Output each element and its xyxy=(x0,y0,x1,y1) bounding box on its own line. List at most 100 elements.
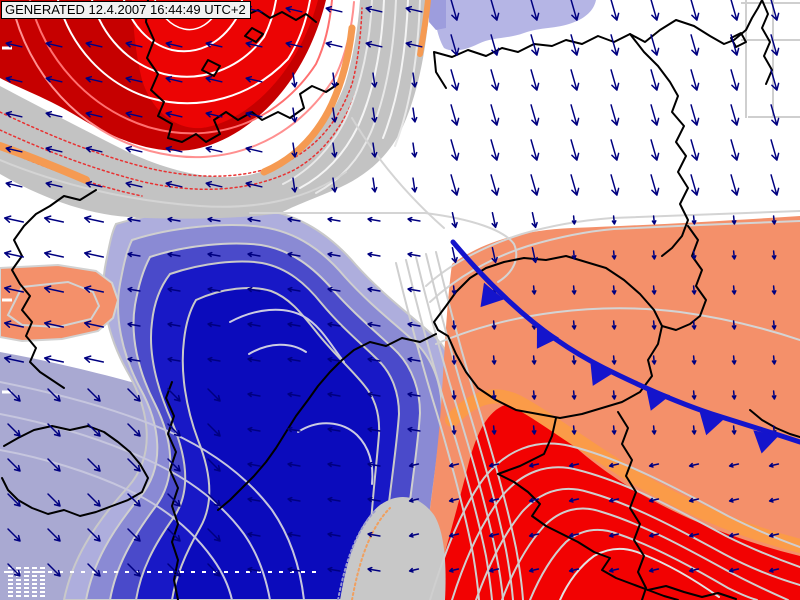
wind-arrow xyxy=(5,180,23,188)
wind-arrow xyxy=(730,34,740,56)
wind-arrow xyxy=(87,458,101,472)
wind-arrow xyxy=(488,497,500,503)
wind-arrow xyxy=(651,285,657,295)
wind-arrow xyxy=(85,110,103,118)
wind-arrow xyxy=(167,216,181,223)
wind-arrow xyxy=(408,567,420,573)
wind-arrow xyxy=(570,0,580,21)
wind-arrow xyxy=(127,458,141,472)
wind-arrow xyxy=(731,390,737,400)
wind-arrow xyxy=(207,563,221,577)
wind-arrow xyxy=(491,320,497,330)
wind-arrow xyxy=(571,390,577,400)
wind-arrow xyxy=(690,69,700,91)
wind-arrow xyxy=(610,0,620,21)
wind-arrow xyxy=(568,462,580,468)
cold-front-tooth xyxy=(645,386,671,411)
wind-arrow xyxy=(730,104,740,126)
wind-arrow xyxy=(690,0,700,21)
wind-arrow xyxy=(165,40,183,48)
wind-arrow xyxy=(7,388,21,402)
wind-arrow xyxy=(407,356,421,363)
wind-arrow xyxy=(611,250,617,260)
wind-arrow xyxy=(651,320,657,330)
wind-arrow xyxy=(650,174,660,196)
wind-arrow xyxy=(367,251,381,258)
wind-arrow xyxy=(408,532,420,538)
wind-arrow xyxy=(327,356,341,363)
wind-arrow xyxy=(5,110,23,118)
wind-arrow xyxy=(43,250,65,258)
wind-arrow xyxy=(47,458,61,472)
wind-arrow xyxy=(531,285,537,295)
wind-arrow xyxy=(728,532,740,538)
wind-arrow xyxy=(127,251,141,258)
wind-arrow xyxy=(331,107,338,123)
wind-arrow xyxy=(245,110,263,118)
wind-arrow xyxy=(571,355,577,365)
wind-arrow xyxy=(611,215,617,225)
wind-arrow xyxy=(207,423,221,437)
wind-arrow xyxy=(287,356,301,363)
wind-arrow xyxy=(291,107,298,123)
wind-arrow xyxy=(287,426,301,433)
wind-arrow xyxy=(688,497,700,503)
wind-arrow xyxy=(205,145,223,153)
wind-arrow xyxy=(367,531,381,538)
wind-arrow xyxy=(167,388,181,402)
wind-arrow xyxy=(491,425,497,435)
wind-arrow xyxy=(448,532,460,538)
wind-arrow xyxy=(490,69,500,91)
wind-arrow xyxy=(408,462,420,468)
wind-arrow xyxy=(247,216,261,223)
wind-arrow xyxy=(530,174,540,196)
wind-arrow xyxy=(411,177,418,193)
wind-arrow xyxy=(611,320,617,330)
wind-arrow xyxy=(207,493,221,507)
wind-arrow xyxy=(691,390,697,400)
gray-band xyxy=(0,0,430,219)
wind-arrow xyxy=(3,215,25,223)
wind-arrow xyxy=(451,285,457,295)
wind-arrow xyxy=(245,40,263,48)
wind-arrow xyxy=(165,180,183,188)
wind-arrow xyxy=(47,528,61,542)
wind-arrow xyxy=(770,0,780,21)
wind-arrow xyxy=(7,423,21,437)
wind-arrow xyxy=(167,458,181,472)
wind-arrow xyxy=(771,320,777,330)
wind-arrow xyxy=(127,286,141,293)
wind-arrow xyxy=(245,180,263,188)
wind-arrow xyxy=(491,211,498,229)
wind-arrow xyxy=(451,425,457,435)
wind-arrow xyxy=(47,423,61,437)
wind-arrow xyxy=(367,286,381,293)
wind-arrow xyxy=(650,34,660,56)
wind-arrow xyxy=(207,528,221,542)
wind-arrow xyxy=(531,425,537,435)
wind-arrow xyxy=(691,285,697,295)
wind-arrow xyxy=(371,107,378,123)
wind-arrow xyxy=(165,110,183,118)
wind-arrow xyxy=(570,34,580,56)
wind-arrow xyxy=(367,216,381,223)
wind-arrow xyxy=(690,174,700,196)
gray-wedge-bottom xyxy=(340,496,446,600)
wind-arrow xyxy=(247,391,261,398)
wind-arrow xyxy=(731,425,737,435)
wind-arrow xyxy=(571,320,577,330)
wind-arrow xyxy=(83,250,105,258)
wind-arrow xyxy=(407,286,421,293)
wind-arrow xyxy=(325,40,343,48)
wind-arrow xyxy=(608,462,620,468)
wind-arrow xyxy=(450,69,460,91)
wind-arrow xyxy=(771,215,777,225)
wind-arrow xyxy=(7,493,21,507)
wind-arrow xyxy=(167,251,181,258)
wind-arrow xyxy=(327,251,341,258)
wind-arrow xyxy=(411,142,418,158)
wind-arrow xyxy=(367,461,381,468)
wind-arrow xyxy=(531,390,537,400)
